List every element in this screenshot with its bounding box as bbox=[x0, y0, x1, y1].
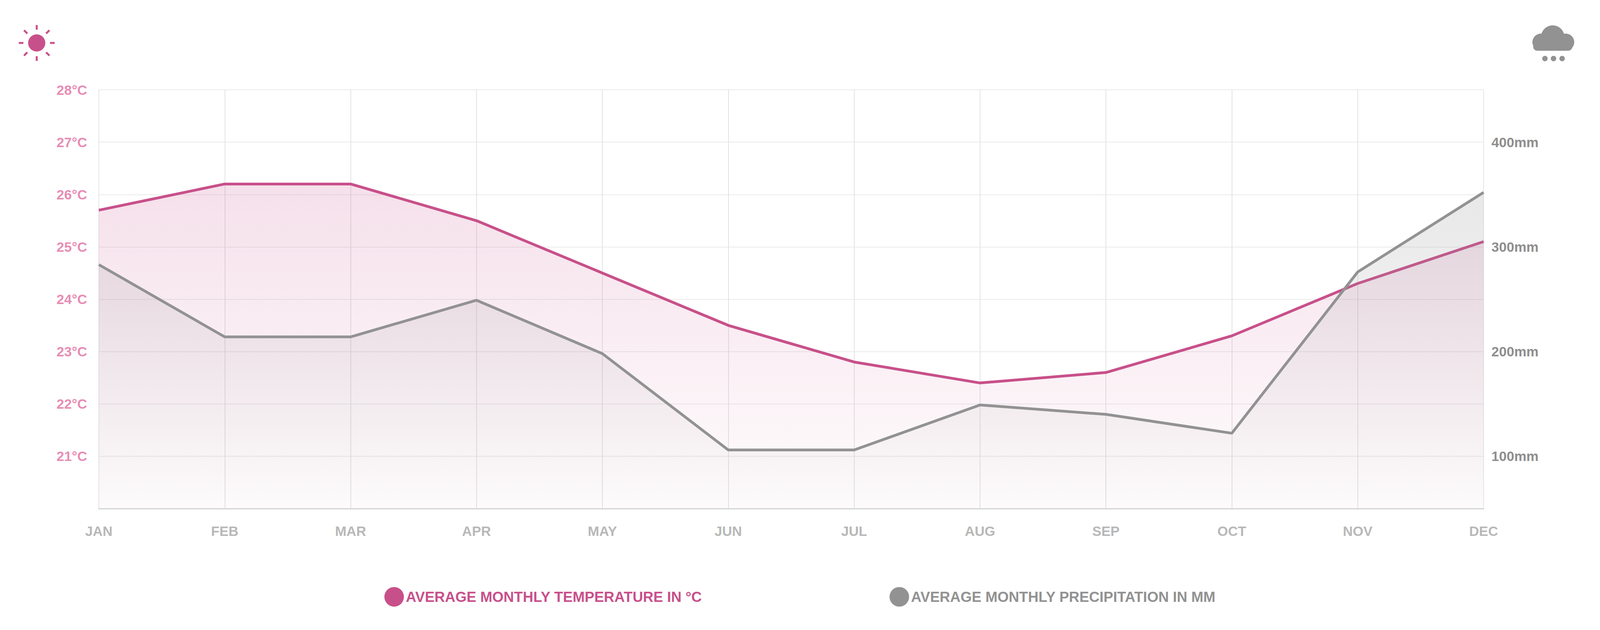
svg-text:22°C: 22°C bbox=[56, 396, 88, 412]
svg-text:AUG: AUG bbox=[964, 523, 996, 540]
svg-text:100mm: 100mm bbox=[1491, 448, 1539, 465]
svg-text:300mm: 300mm bbox=[1491, 239, 1539, 255]
svg-text:DEC: DEC bbox=[1469, 523, 1499, 540]
svg-text:27°C: 27°C bbox=[56, 134, 88, 150]
svg-text:AVERAGE MONTHLY PRECIPITATION: AVERAGE MONTHLY PRECIPITATION IN MM bbox=[910, 589, 1216, 606]
svg-text:OCT: OCT bbox=[1217, 523, 1247, 540]
svg-text:400mm: 400mm bbox=[1491, 134, 1539, 150]
svg-text:21°C: 21°C bbox=[56, 448, 88, 465]
svg-text:25°C: 25°C bbox=[56, 239, 88, 255]
svg-text:200mm: 200mm bbox=[1491, 344, 1539, 360]
svg-text:FEB: FEB bbox=[210, 523, 239, 540]
svg-text:JUL: JUL bbox=[841, 523, 868, 540]
svg-text:AVERAGE MONTHLY TEMPERATURE IN: AVERAGE MONTHLY TEMPERATURE IN °C bbox=[405, 589, 702, 606]
svg-text:JUN: JUN bbox=[714, 523, 742, 540]
svg-text:JAN: JAN bbox=[85, 523, 113, 540]
svg-text:APR: APR bbox=[462, 523, 492, 540]
svg-text:24°C: 24°C bbox=[56, 291, 88, 308]
svg-text:MAR: MAR bbox=[335, 523, 367, 540]
svg-text:28°C: 28°C bbox=[56, 82, 88, 98]
svg-text:SEP: SEP bbox=[1092, 523, 1120, 540]
svg-text:MAY: MAY bbox=[587, 523, 618, 540]
svg-text:26°C: 26°C bbox=[56, 187, 88, 203]
svg-text:NOV: NOV bbox=[1342, 523, 1374, 540]
svg-text:23°C: 23°C bbox=[56, 344, 88, 360]
